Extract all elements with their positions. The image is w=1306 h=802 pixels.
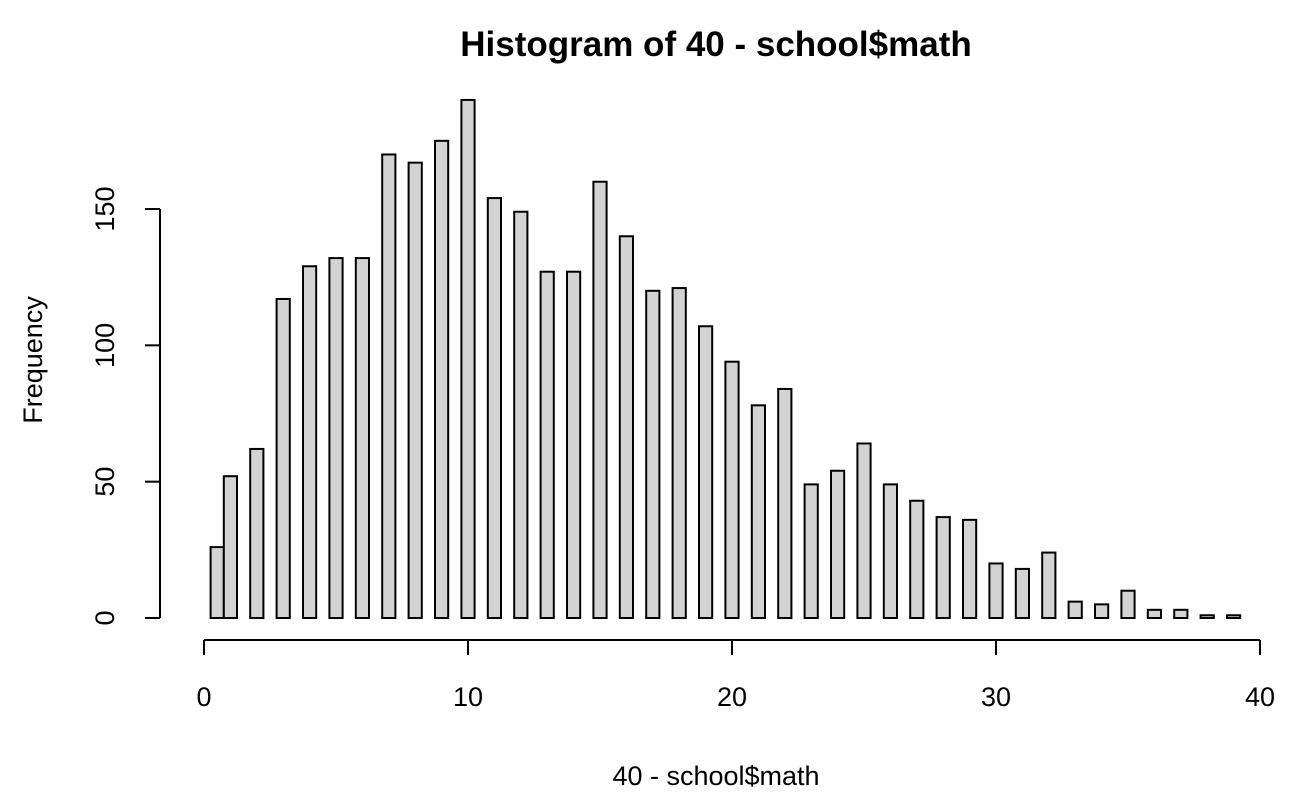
histogram-bar-11 — [486, 197, 502, 619]
histogram-bar-18 — [671, 287, 687, 619]
histogram-bar-8 — [407, 161, 423, 619]
histogram-bar-35 — [1120, 589, 1136, 619]
x-tick-label: 40 — [1245, 682, 1275, 712]
histogram-bar-24 — [830, 469, 846, 620]
x-axis-label: 40 - school$math — [612, 761, 819, 791]
histogram-bar-7 — [381, 153, 397, 619]
histogram-bar-26 — [882, 483, 898, 620]
y-tick-label: 0 — [90, 610, 120, 625]
bars-group — [209, 98, 1242, 620]
histogram-bar-13 — [539, 270, 555, 619]
histogram-bar-20 — [724, 360, 740, 619]
histogram-bar-4 — [302, 265, 318, 619]
x-tick-label: 10 — [453, 682, 483, 712]
histogram-bar-0 — [209, 546, 225, 619]
y-tick-label: 50 — [90, 467, 120, 497]
histogram-bar-21 — [750, 404, 766, 619]
chart-title: Histogram of 40 - school$math — [460, 25, 971, 64]
histogram-bar-6 — [354, 257, 370, 619]
x-tick-label: 20 — [717, 682, 747, 712]
histogram-bar-17 — [645, 289, 661, 619]
histogram-bar-23 — [803, 483, 819, 620]
histogram-bar-9 — [434, 139, 450, 620]
histogram-bar-27 — [909, 499, 925, 619]
histogram-bar-3 — [275, 297, 291, 619]
histogram-bar-31 — [1014, 567, 1030, 619]
histogram-bar-2 — [249, 447, 265, 620]
y-axis-label: Frequency — [18, 296, 48, 424]
histogram-bar-28 — [935, 516, 951, 619]
histogram-bar-25 — [856, 442, 872, 619]
histogram-bar-16 — [618, 235, 634, 620]
y-axis: 0 50 100 150 — [90, 186, 161, 626]
histogram-bar-12 — [513, 210, 529, 619]
histogram-bar-1 — [222, 475, 239, 619]
histogram-bar-15 — [592, 180, 608, 619]
histogram-bar-39 — [1226, 614, 1242, 620]
histogram-bar-5 — [328, 257, 344, 619]
histogram-bar-33 — [1067, 600, 1083, 620]
histogram-bar-34 — [1094, 603, 1110, 619]
histogram-bar-29 — [962, 518, 978, 620]
y-tick-label: 100 — [90, 323, 120, 368]
histogram-bar-22 — [777, 387, 793, 619]
x-tick-label: 0 — [196, 682, 211, 712]
histogram-bar-14 — [566, 270, 582, 619]
histogram-bar-30 — [988, 562, 1004, 619]
y-tick-label: 150 — [90, 186, 120, 231]
histogram-bar-19 — [698, 325, 714, 619]
x-axis: 0 10 20 30 40 — [196, 639, 1275, 712]
histogram-bar-38 — [1199, 614, 1215, 620]
histogram-bar-37 — [1173, 608, 1189, 620]
histogram-bar-32 — [1041, 551, 1057, 619]
histogram-bar-10 — [460, 98, 476, 620]
histogram-bar-36 — [1146, 608, 1163, 620]
x-tick-label: 30 — [981, 682, 1011, 712]
